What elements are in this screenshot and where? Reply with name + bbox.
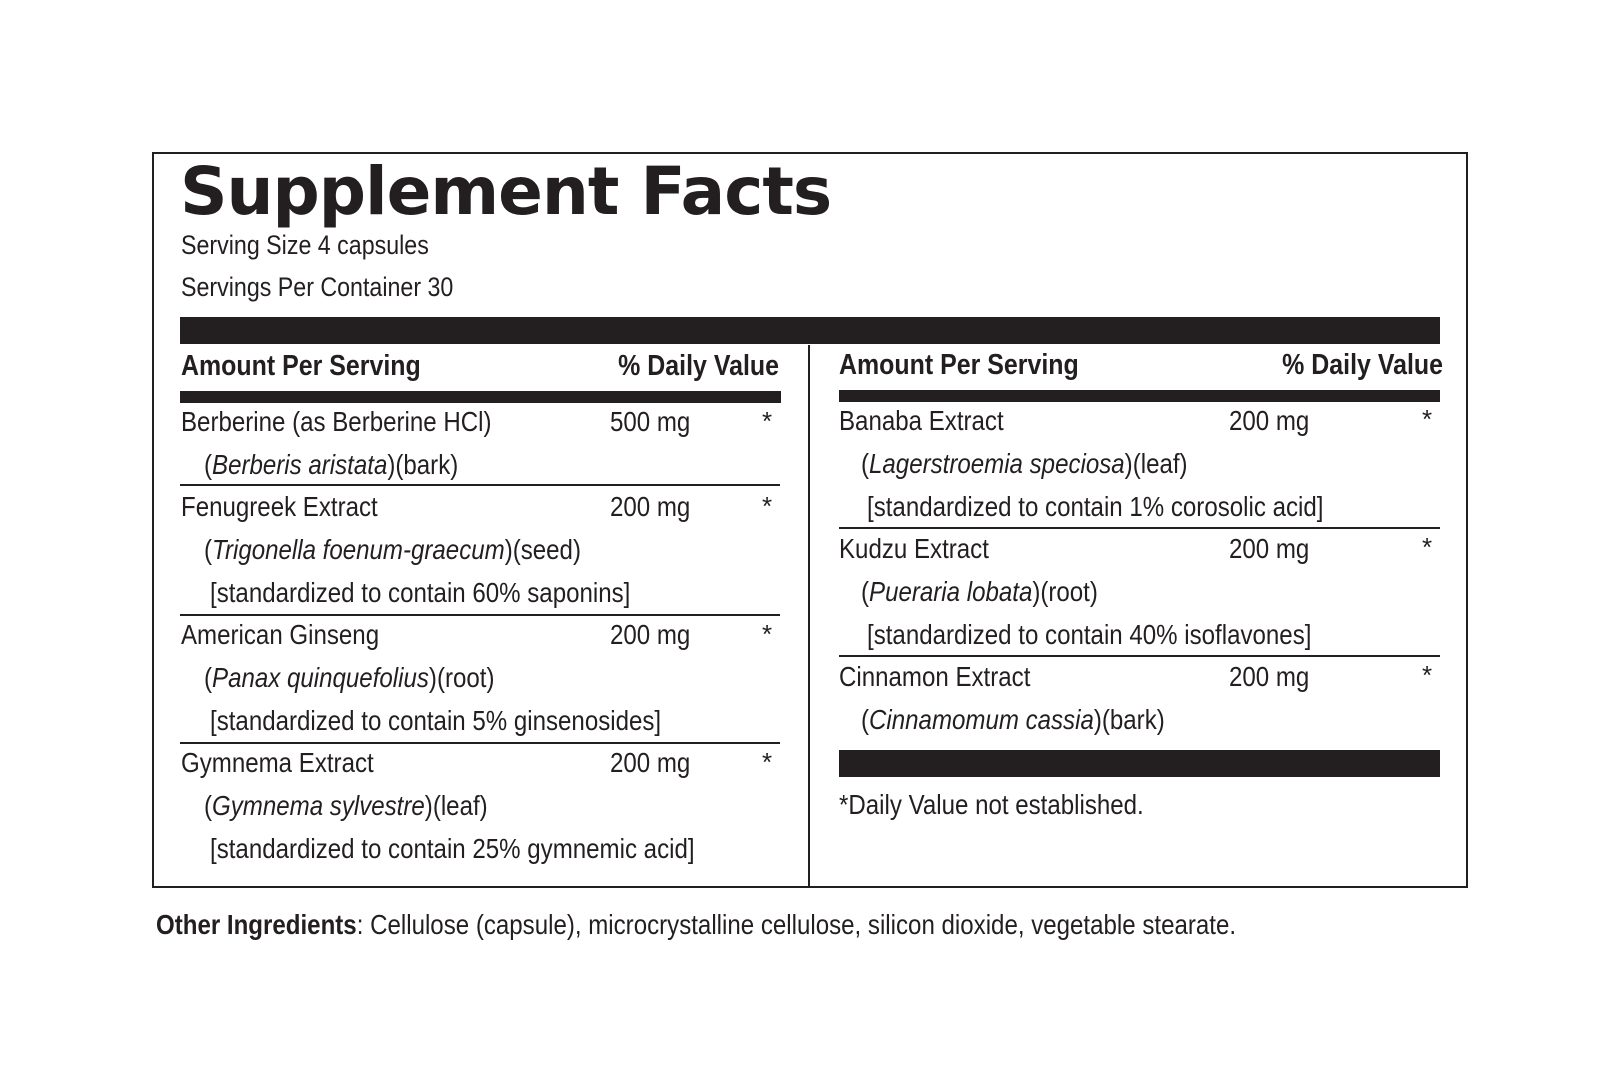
ingredient-name: Banaba Extract <box>839 405 1004 436</box>
ingredient-source: (Trigonella foenum-graecum)(seed) <box>204 534 581 565</box>
daily-value-asterisk: * <box>762 619 773 649</box>
footnote-separator-bar <box>839 750 1440 777</box>
serving-size: Serving Size 4 capsules <box>181 230 429 260</box>
ingredient-amount: 200 mg <box>610 619 691 650</box>
row-rule <box>839 655 1440 657</box>
daily-value-asterisk: * <box>762 747 773 777</box>
row-rule <box>180 614 780 616</box>
daily-value-asterisk: * <box>1422 532 1433 562</box>
standardization-note: [standardized to contain 5% ginsenosides… <box>210 705 662 736</box>
latin-name: Lagerstroemia speciosa <box>869 448 1125 479</box>
latin-name: Gymnema sylvestre <box>212 790 425 821</box>
ingredient-name: Kudzu Extract <box>839 533 989 564</box>
latin-name: Panax quinquefolius <box>212 662 429 693</box>
panel-title: Supplement Facts <box>180 153 832 230</box>
column-divider <box>808 345 810 887</box>
right-header-bar <box>839 390 1440 402</box>
latin-name: Berberis aristata <box>212 449 388 480</box>
plant-part: (bark) <box>395 449 459 480</box>
ingredient-source: (Panax quinquefolius)(root) <box>204 662 495 693</box>
ingredient-amount: 500 mg <box>610 406 691 437</box>
supplement-facts-panel <box>152 152 1468 888</box>
right-dv-header: % Daily Value <box>1282 349 1443 381</box>
left-dv-header: % Daily Value <box>618 350 779 382</box>
ingredient-source: (Lagerstroemia speciosa)(leaf) <box>861 448 1188 479</box>
ingredient-name: Gymnema Extract <box>181 747 374 778</box>
standardization-note: [standardized to contain 1% corosolic ac… <box>867 491 1324 522</box>
ingredient-name: Berberine (as Berberine HCl) <box>181 406 492 437</box>
ingredient-amount: 200 mg <box>1229 661 1310 692</box>
plant-part: (leaf) <box>432 790 488 821</box>
ingredient-amount: 200 mg <box>1229 533 1310 564</box>
latin-name: Cinnamomum cassia <box>869 704 1094 735</box>
row-rule <box>839 527 1440 529</box>
ingredient-amount: 200 mg <box>610 747 691 778</box>
row-rule <box>180 742 780 744</box>
ingredient-name: American Ginseng <box>181 619 380 650</box>
ingredient-name: Fenugreek Extract <box>181 491 378 522</box>
other-ingredients-label: Other Ingredients <box>156 909 357 940</box>
row-rule <box>180 484 780 486</box>
standardization-note: [standardized to contain 60% saponins] <box>210 577 631 608</box>
ingredient-amount: 200 mg <box>610 491 691 522</box>
servings-per-container: Servings Per Container 30 <box>181 272 454 302</box>
plant-part: (bark) <box>1101 704 1165 735</box>
plant-part: (seed) <box>512 534 581 565</box>
plant-part: (root) <box>436 662 495 693</box>
ingredient-name: Cinnamon Extract <box>839 661 1031 692</box>
ingredient-source: (Pueraria lobata)(root) <box>861 576 1098 607</box>
standardization-note: [standardized to contain 40% isoflavones… <box>867 619 1312 650</box>
plant-part: (leaf) <box>1132 448 1188 479</box>
thick-separator-bar <box>180 317 1440 344</box>
ingredient-source: (Berberis aristata)(bark) <box>204 449 459 480</box>
standardization-note: [standardized to contain 25% gymnemic ac… <box>210 833 695 864</box>
other-ingredients-text: : Cellulose (capsule), microcrystalline … <box>356 909 1237 940</box>
left-header-bar <box>180 391 781 403</box>
daily-value-asterisk: * <box>1422 404 1433 434</box>
latin-name: Pueraria lobata <box>869 576 1033 607</box>
daily-value-asterisk: * <box>1422 660 1433 690</box>
latin-name: Trigonella foenum-graecum <box>212 534 505 565</box>
left-amount-header: Amount Per Serving <box>181 350 421 382</box>
ingredient-source: (Cinnamomum cassia)(bark) <box>861 704 1165 735</box>
other-ingredients: Other Ingredients: Cellulose (capsule), … <box>156 909 1236 941</box>
ingredient-amount: 200 mg <box>1229 405 1310 436</box>
plant-part: (root) <box>1040 576 1098 607</box>
ingredient-source: (Gymnema sylvestre)(leaf) <box>204 790 488 821</box>
right-amount-header: Amount Per Serving <box>839 349 1079 381</box>
daily-value-asterisk: * <box>762 406 773 436</box>
daily-value-asterisk: * <box>762 491 773 521</box>
daily-value-footnote: *Daily Value not established. <box>839 789 1144 820</box>
